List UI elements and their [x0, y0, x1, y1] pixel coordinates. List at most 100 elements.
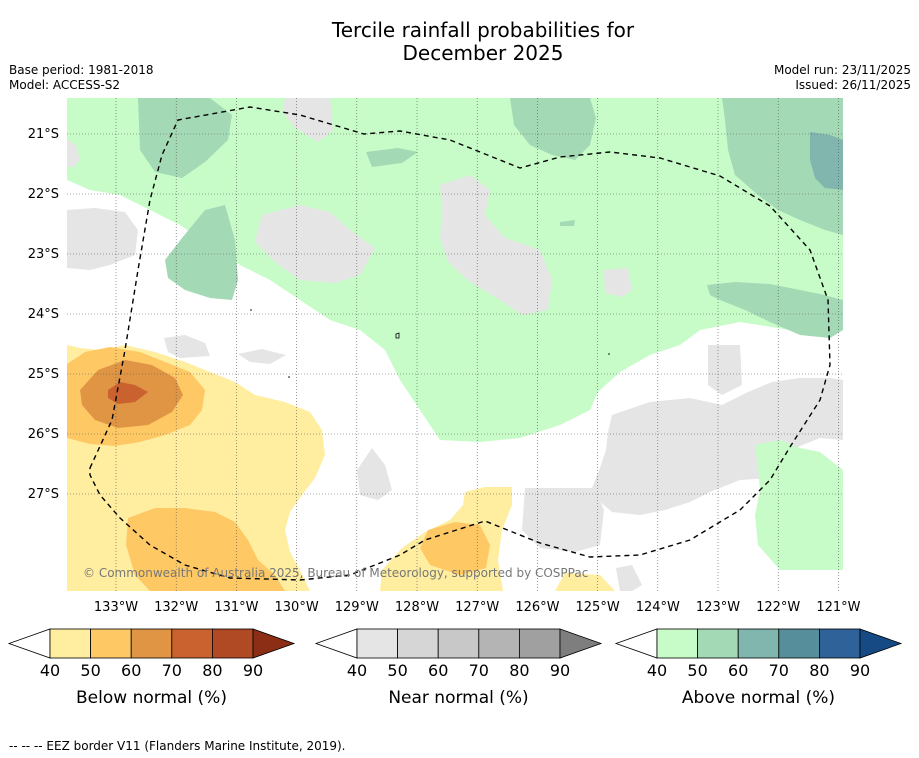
legend-tick-label: 80: [509, 661, 529, 680]
legend-swatch: [437, 628, 480, 659]
longitude-labels: 133°W 132°W 131°W 130°W 129°W 128°W 127°W 126°W…: [94, 600, 861, 615]
legend-over-arrow: [859, 628, 903, 659]
legend-swatch: [778, 628, 820, 659]
latitude-labels: 21°S 22°S 23°S 24°S 25°S 26°S 27°S: [28, 127, 59, 502]
near-normal-region: [255, 205, 375, 283]
latitude-label: 27°S: [28, 487, 59, 502]
near-normal-region: [522, 488, 604, 552]
map-panel: © Commonwealth of Australia 2025, Bureau…: [67, 98, 843, 591]
near-normal-region: [357, 448, 392, 500]
title-line-1: Tercile rainfall probabilities for: [331, 18, 635, 42]
legend-title: Near normal (%): [388, 688, 528, 708]
gridlines: [67, 98, 843, 591]
above-normal-region: [165, 205, 238, 300]
legend-tick-label: 80: [202, 661, 222, 680]
above-normal-region: [707, 282, 843, 338]
longitude-label: 125°W: [576, 600, 620, 615]
eez-border: [89, 106, 831, 581]
legend-swatch: [656, 628, 698, 659]
latitude-label: 23°S: [28, 247, 59, 262]
legend-swatch: [49, 628, 91, 659]
model-run: Model run: 23/11/2025: [773, 63, 911, 77]
longitude-label: 131°W: [214, 600, 258, 615]
above-normal-region: [366, 148, 418, 167]
legend-tick-label: 60: [121, 661, 141, 680]
meta-right: Model run: 23/11/2025 Issued: 26/11/2025: [774, 63, 911, 93]
legend-tick-label: 70: [162, 661, 182, 680]
issued-date: Issued: 26/11/2025: [795, 78, 911, 92]
legend-tick-label: 50: [387, 661, 407, 680]
longitude-label: 130°W: [275, 600, 319, 615]
legend-swatch: [130, 628, 173, 659]
latitude-label: 26°S: [28, 427, 59, 442]
legend-title: Below normal (%): [76, 688, 227, 708]
latitude-label: 21°S: [28, 127, 59, 142]
model-name: Model: ACCESS-S2: [9, 78, 121, 92]
legend-swatch: [519, 628, 561, 659]
legend-swatch: [356, 628, 398, 659]
near-normal-region: [164, 335, 210, 358]
near-normal-region: [67, 208, 138, 270]
map-title: Tercile rainfall probabilities for Decem…: [0, 19, 919, 65]
legend-over-arrow: [252, 628, 296, 659]
longitude-label: 124°W: [636, 600, 680, 615]
legend-tick-label: 40: [347, 661, 367, 680]
island-marker: [288, 376, 290, 378]
legends: 40 50 60 70 80 90 Below normal (%) 40 50 60 70 80 90…: [7, 628, 903, 708]
longitude-label: 126°W: [515, 600, 559, 615]
legend-tick-label: 90: [550, 661, 570, 680]
legend-swatch: [397, 628, 439, 659]
longitude-label: 127°W: [455, 600, 499, 615]
legend-tick-label: 70: [769, 661, 789, 680]
legend-near: 40 50 60 70 80 90 Near normal (%): [314, 628, 603, 708]
legend-swatch: [211, 628, 254, 659]
legend-above: 40 50 60 70 80 90 Above normal (%): [614, 628, 903, 708]
legend-tick-label: 50: [80, 661, 100, 680]
longitude-label: 121°W: [816, 600, 860, 615]
legend-over-arrow: [559, 628, 603, 659]
island-marker: [395, 332, 400, 339]
longitude-label: 122°W: [756, 600, 800, 615]
longitude-label: 128°W: [395, 600, 439, 615]
legend-tick-label: 90: [850, 661, 870, 680]
above-normal-region: [67, 98, 843, 442]
legend-tick-label: 70: [469, 661, 489, 680]
longitude-label: 133°W: [94, 600, 138, 615]
legend-title: Above normal (%): [682, 688, 835, 708]
above-normal-region: [510, 98, 596, 160]
legend-swatch: [697, 628, 739, 659]
near-normal-region: [604, 268, 632, 297]
legend-tick-label: 60: [428, 661, 448, 680]
longitude-label: 123°W: [696, 600, 740, 615]
below-normal-region: [126, 508, 285, 591]
legend-swatch: [90, 628, 132, 659]
legend-tick-label: 40: [40, 661, 60, 680]
near-normal-region: [592, 378, 843, 515]
near-normal-region: [283, 98, 333, 142]
legend-tick-label: 80: [809, 661, 829, 680]
latitude-label: 25°S: [28, 367, 59, 382]
legend-swatch: [478, 628, 520, 659]
legend-tick-label: 50: [687, 661, 707, 680]
islands: [250, 309, 610, 378]
near-normal-region: [440, 175, 552, 315]
near-normal-region: [67, 140, 80, 168]
island-marker: [250, 309, 252, 311]
island-marker: [608, 353, 610, 355]
longitude-label: 132°W: [154, 600, 198, 615]
base-period: Base period: 1981-2018: [9, 63, 154, 77]
legend-tick-label: 90: [243, 661, 263, 680]
meta-left: Base period: 1981-2018 Model: ACCESS-S2: [9, 63, 154, 93]
below-normal-region: [420, 522, 490, 575]
probability-shading: [67, 98, 843, 591]
legend-below: 40 50 60 70 80 90 Below normal (%): [7, 628, 296, 708]
longitude-label: 129°W: [335, 600, 379, 615]
latitude-label: 22°S: [28, 187, 59, 202]
copyright-notice: © Commonwealth of Australia 2025, Bureau…: [83, 566, 588, 580]
above-normal-region: [560, 220, 575, 226]
legend-swatch: [171, 628, 213, 659]
below-normal-region: [555, 573, 615, 591]
above-normal-region: [722, 98, 843, 235]
legend-swatch: [737, 628, 780, 659]
